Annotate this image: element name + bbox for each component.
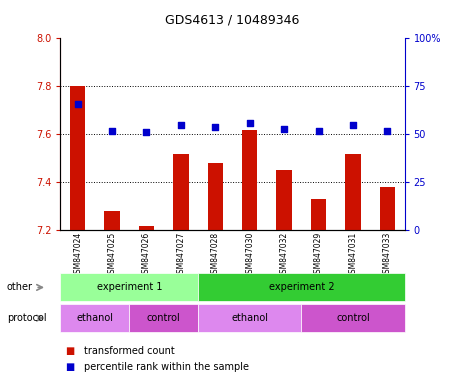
Text: GDS4613 / 10489346: GDS4613 / 10489346 — [166, 13, 299, 26]
Text: experiment 2: experiment 2 — [268, 282, 334, 293]
Text: percentile rank within the sample: percentile rank within the sample — [84, 362, 249, 372]
Point — [74, 101, 81, 107]
Point — [315, 127, 322, 134]
Point — [246, 120, 253, 126]
Text: ethanol: ethanol — [76, 313, 113, 323]
Point — [212, 124, 219, 130]
Bar — [104, 211, 120, 230]
Bar — [345, 154, 361, 230]
Text: experiment 1: experiment 1 — [97, 282, 162, 293]
Text: protocol: protocol — [7, 313, 47, 323]
Point — [280, 126, 288, 132]
Point — [177, 122, 185, 128]
Text: control: control — [147, 313, 180, 323]
Text: ■: ■ — [65, 362, 74, 372]
Point — [108, 127, 116, 134]
Bar — [70, 86, 86, 230]
Bar — [276, 170, 292, 230]
Point — [384, 127, 391, 134]
Point — [143, 129, 150, 136]
Bar — [242, 130, 258, 230]
Text: other: other — [7, 282, 33, 293]
Text: transformed count: transformed count — [84, 346, 174, 356]
Bar — [139, 226, 154, 230]
Point — [349, 122, 357, 128]
Text: ■: ■ — [65, 346, 74, 356]
Text: control: control — [336, 313, 370, 323]
Bar — [379, 187, 395, 230]
Bar — [173, 154, 189, 230]
Bar — [207, 163, 223, 230]
Bar — [311, 199, 326, 230]
Text: ethanol: ethanol — [231, 313, 268, 323]
